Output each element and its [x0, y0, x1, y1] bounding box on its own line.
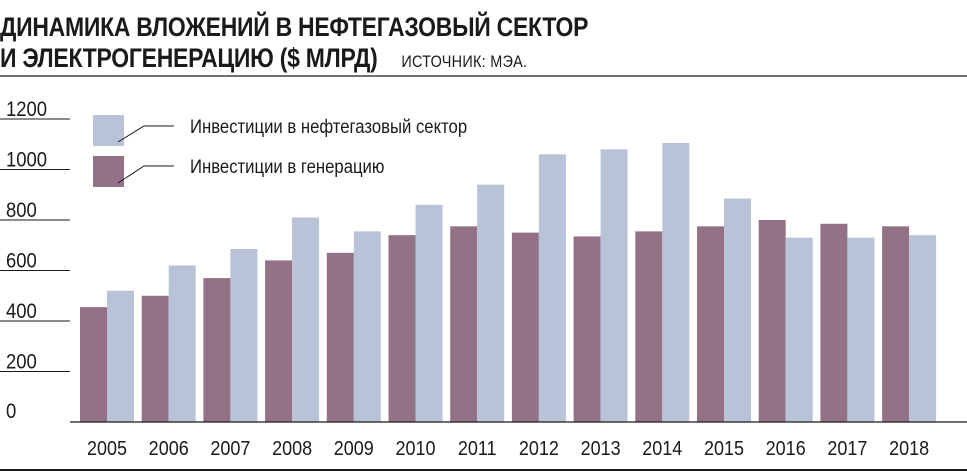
y-tick-label-1200: 1200 [6, 98, 47, 121]
title-line-1: ДИНАМИКА ВЛОЖЕНИЙ В НЕФТЕГАЗОВЫЙ СЕКТОР [0, 12, 589, 42]
legend-label-generation: Инвестиции в генерацию [190, 156, 384, 177]
bar-generation-2018 [882, 226, 910, 422]
bar-generation-2005 [80, 307, 107, 422]
y-tick-label-1000: 1000 [6, 148, 47, 171]
x-tick-label-2008: 2008 [272, 438, 312, 460]
bar-generation-2014 [635, 231, 663, 422]
y-tick-label-400: 400 [6, 300, 37, 323]
x-tick-label-2013: 2013 [581, 438, 621, 460]
legend-swatch-oil-gas [93, 115, 124, 146]
bar-generation-2013 [573, 236, 601, 422]
bar-generation-2017 [820, 223, 848, 422]
source-note: ИСТОЧНИК: МЭА. [401, 52, 528, 71]
bar-oil-gas-2009 [353, 231, 381, 422]
bar-oil-gas-2015 [724, 198, 751, 422]
x-tick-label-2018: 2018 [889, 438, 929, 460]
x-tick-label-2012: 2012 [519, 438, 559, 460]
bar-generation-2011 [450, 226, 478, 422]
legend-label-oil-gas: Инвестиции в нефтегазовый сектор [190, 116, 467, 137]
title-line-2-text: И ЭЛЕКТРОГЕНЕРАЦИЮ ($ МЛРД) [0, 43, 378, 73]
x-tick-label-2017: 2017 [827, 438, 867, 460]
bar-oil-gas-2018 [909, 235, 937, 422]
bar-oil-gas-2014 [662, 142, 690, 423]
bar-generation-2012 [511, 232, 539, 422]
title-line-2: И ЭЛЕКТРОГЕНЕРАЦИЮ ($ МЛРД) ИСТОЧНИК: МЭА… [0, 43, 588, 77]
bar-generation-2010 [388, 235, 416, 422]
x-tick-label-2005: 2005 [87, 438, 127, 460]
bar-generation-2015 [697, 226, 724, 422]
bar-oil-gas-2016 [785, 237, 813, 422]
x-tick-label-2006: 2006 [149, 438, 189, 460]
y-tick-label-800: 800 [6, 199, 37, 222]
bar-oil-gas-2007 [230, 249, 258, 422]
bar-generation-2009 [326, 252, 354, 422]
bar-generation-2008 [265, 260, 293, 422]
x-tick-label-2009: 2009 [334, 438, 374, 460]
bar-generation-2006 [141, 295, 169, 422]
y-tick-label-200: 200 [6, 350, 37, 373]
x-tick-label-2014: 2014 [642, 438, 682, 460]
bar-generation-2007 [203, 278, 231, 422]
legend-leader-oil-gas [117, 125, 174, 143]
bar-oil-gas-2006 [168, 265, 196, 422]
bar-oil-gas-2012 [538, 154, 566, 422]
legend-swatch-generation [93, 156, 124, 187]
bar-oil-gas-2017 [847, 237, 875, 422]
bar-oil-gas-2010 [415, 204, 443, 422]
y-tick-label-600: 600 [6, 249, 37, 272]
x-tick-label-2011: 2011 [458, 438, 497, 460]
x-tick-label-2007: 2007 [210, 438, 250, 460]
bar-oil-gas-2011 [477, 184, 505, 422]
bar-oil-gas-2005 [107, 290, 134, 422]
x-tick-label-2016: 2016 [766, 438, 806, 460]
bar-oil-gas-2008 [292, 217, 320, 422]
legend-leader-generation [117, 165, 174, 184]
x-tick-label-2010: 2010 [395, 438, 435, 460]
bar-oil-gas-2013 [600, 149, 628, 423]
bar-generation-2016 [758, 220, 786, 422]
chart-title: ДИНАМИКА ВЛОЖЕНИЙ В НЕФТЕГАЗОВЫЙ СЕКТОР … [0, 12, 588, 77]
x-tick-label-2015: 2015 [704, 438, 744, 460]
y-tick-label-0: 0 [6, 400, 16, 423]
